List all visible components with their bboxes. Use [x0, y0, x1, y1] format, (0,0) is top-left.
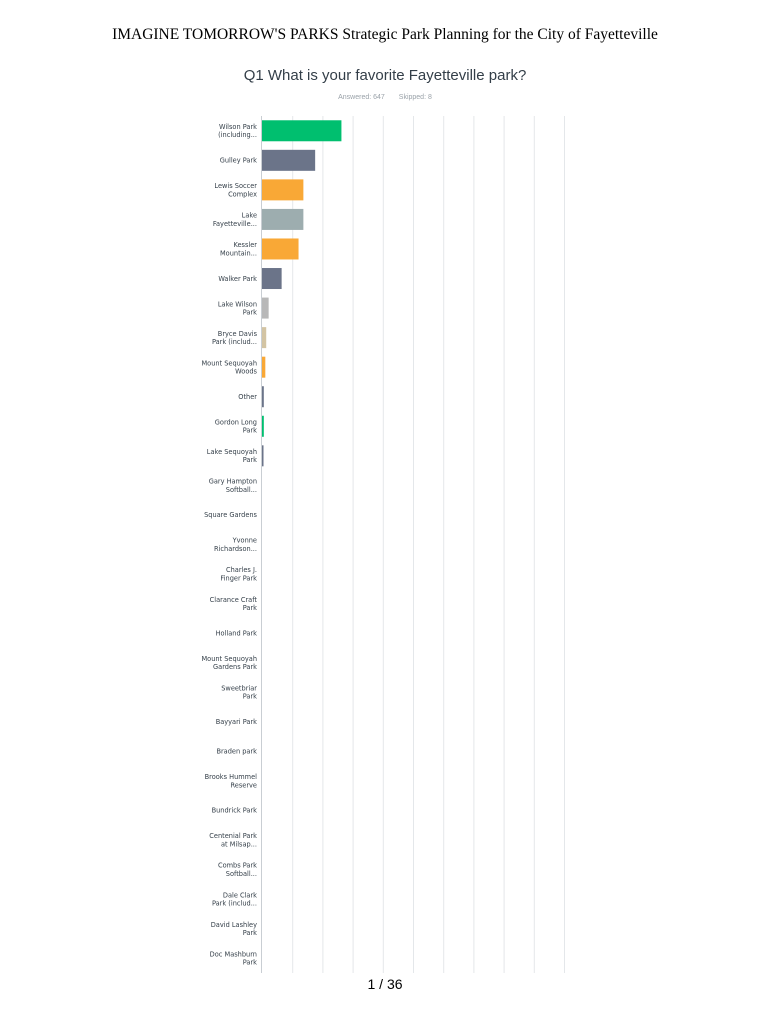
page-number: 1 / 36 [367, 976, 403, 992]
category-label: Kessler Mountain... [220, 241, 257, 257]
category-label: Bayyari Park [216, 718, 257, 726]
category-label: Lewis Soccer Complex [214, 182, 257, 198]
category-label: Gordon Long Park [215, 418, 257, 434]
category-label: Charles J. Finger Park [220, 566, 257, 582]
bar [262, 238, 299, 260]
category-label: Other [238, 393, 257, 401]
skipped-count: Skipped: 8 [398, 94, 432, 101]
category-label: Combs Park Softball... [218, 862, 257, 878]
bar [262, 356, 266, 378]
category-label: Lake Sequoyah Park [207, 448, 257, 464]
bar [262, 179, 304, 201]
category-label: Bryce Davis Park (includ... [212, 330, 258, 346]
question-title: Q1 What is your favorite Fayetteville pa… [243, 67, 527, 84]
category-label: Brooks Hummel Reserve [205, 773, 258, 789]
bar [262, 208, 304, 230]
category-label: Braden park [216, 748, 257, 756]
response-stats: Answered: 647 Skipped: 8 [0, 94, 770, 101]
category-label: Lake Wilson Park [218, 300, 257, 316]
category-label: Walker Park [218, 275, 257, 283]
category-label: Centenial Park at Milsap... [209, 832, 257, 848]
chart-category-labels: Wilson Park (including... Gulley Park Lewis… [201, 123, 257, 967]
category-label: Wilson Park (including... [218, 123, 257, 139]
bar [262, 415, 264, 437]
category-label: Gulley Park [220, 157, 257, 165]
bar [262, 327, 267, 349]
category-label: Dale Clark Park (includ... [212, 891, 257, 907]
category-label: Yvonne Richardson... [214, 537, 257, 553]
category-label: Doc Mashburn Park [210, 950, 258, 966]
document-header: IMAGINE TOMORROW'S PARKS Strategic Park … [112, 26, 658, 43]
chart-bars [262, 120, 342, 467]
category-label: Square Gardens [204, 511, 257, 519]
category-label: Clarance Craft Park [210, 596, 258, 612]
category-label: David Lashley Park [211, 921, 257, 937]
bar [262, 268, 282, 290]
bar [262, 386, 264, 408]
category-label: Bundrick Park [212, 807, 258, 815]
category-label: Mount Sequoyah Woods [201, 359, 257, 375]
chart-gridlines [292, 116, 565, 973]
category-label: Gary Hampton Softball... [209, 478, 257, 494]
bar [262, 149, 316, 171]
bar [262, 445, 264, 467]
category-label: Lake Fayetteville... [213, 212, 257, 228]
bar [262, 120, 342, 142]
category-label: Holland Park [216, 629, 258, 637]
category-label: Sweetbriar Park [221, 684, 257, 700]
category-label: Mount Sequoyah Gardens Park [201, 655, 257, 671]
answered-count: Answered: 647 [338, 94, 385, 101]
bar [262, 297, 269, 319]
